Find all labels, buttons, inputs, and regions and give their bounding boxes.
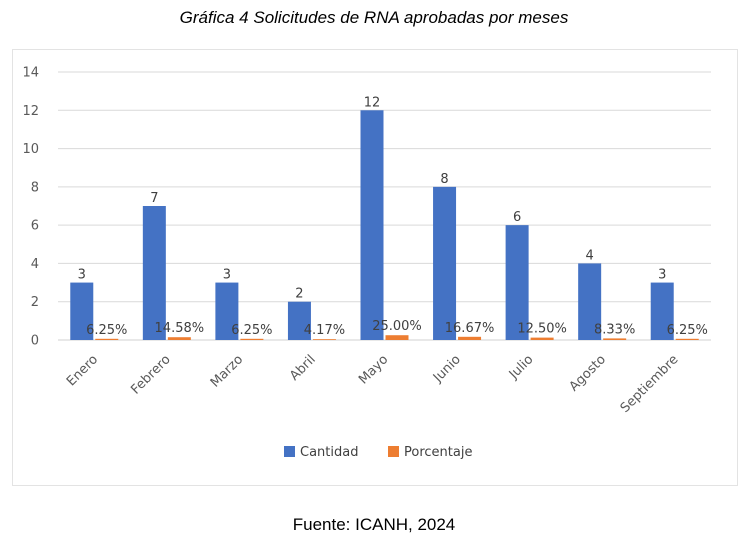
bar-porcentaje: [530, 337, 554, 340]
data-label-cantidad: 3: [658, 268, 666, 283]
data-label-cantidad: 6: [513, 210, 521, 225]
x-axis-categories: Enero Febrero Marzo Abril Mayo Junio Julio Agos…: [64, 352, 682, 416]
legend-swatch: [284, 446, 295, 457]
y-tick-label: 2: [31, 295, 39, 310]
chart-area: 0 2 4 6 8 10 12 14 3 6.25% 7 14.58% 3 6.25% 2 4.17% 12 2…: [12, 49, 738, 486]
data-label-porcentaje: 25.00%: [372, 319, 422, 334]
data-label-cantidad: 7: [150, 191, 158, 206]
gridlines: [58, 71, 711, 341]
data-label-cantidad: 8: [440, 172, 448, 187]
bar-porcentaje: [675, 338, 699, 340]
data-label-porcentaje: 6.25%: [86, 323, 127, 338]
y-tick-label: 6: [31, 219, 39, 234]
bar-cantidad: [142, 206, 166, 340]
data-label-cantidad: 3: [78, 268, 86, 283]
bar-porcentaje: [95, 338, 119, 340]
x-category-label: Febrero: [128, 352, 173, 397]
data-label-cantidad: 2: [295, 287, 303, 302]
legend-label: Porcentaje: [404, 445, 472, 460]
data-label-porcentaje: 4.17%: [304, 323, 345, 338]
data-label-porcentaje: 8.33%: [594, 322, 635, 337]
bar-porcentaje: [312, 339, 336, 340]
source-note: Fuente: ICANH, 2024: [292, 515, 456, 534]
bar-porcentaje: [458, 336, 482, 340]
data-labels: 3 6.25% 7 14.58% 3 6.25% 2 4.17% 12 25.00% 8 16.67%…: [78, 95, 708, 338]
bar-cantidad: [215, 282, 239, 340]
data-label-porcentaje: 6.25%: [667, 323, 708, 338]
y-tick-label: 12: [22, 104, 39, 119]
x-category-label: Agosto: [567, 352, 609, 394]
bar-cantidad: [70, 282, 94, 340]
x-category-label: Enero: [64, 352, 101, 389]
data-label-porcentaje: 12.50%: [517, 322, 567, 337]
bars: [70, 110, 699, 341]
bar-cantidad: [433, 186, 457, 340]
y-tick-label: 4: [31, 257, 39, 272]
chart-caption: Gráfica 4 Solicitudes de RNA aprobadas p…: [179, 8, 569, 27]
bar-cantidad: [287, 301, 311, 340]
bar-porcentaje: [167, 337, 191, 340]
data-label-porcentaje: 14.58%: [155, 321, 205, 336]
x-category-label: Junio: [430, 352, 464, 386]
legend-label: Cantidad: [300, 445, 358, 460]
x-category-label: Marzo: [208, 352, 246, 390]
legend-swatch: [388, 446, 399, 457]
y-tick-label: 8: [31, 180, 39, 195]
bar-cantidad: [578, 263, 602, 340]
x-category-label: Septiembre: [618, 352, 682, 416]
data-label-cantidad: 12: [364, 95, 381, 110]
legend: Cantidad Porcentaje: [284, 445, 472, 460]
bar-porcentaje: [240, 338, 264, 340]
bar-porcentaje: [603, 338, 627, 340]
y-axis-ticks: 0 2 4 6 8 10 12 14: [22, 66, 39, 349]
x-category-label: Mayo: [356, 352, 391, 387]
bar-chart: 0 2 4 6 8 10 12 14 3 6.25% 7 14.58% 3 6.25% 2 4.17% 12 2…: [22, 66, 711, 460]
data-label-cantidad: 3: [223, 268, 231, 283]
data-label-porcentaje: 16.67%: [445, 321, 495, 336]
y-tick-label: 10: [22, 142, 39, 157]
bar-porcentaje: [385, 335, 409, 340]
data-label-porcentaje: 6.25%: [231, 323, 272, 338]
bar-cantidad: [505, 225, 529, 340]
bar-cantidad: [360, 110, 384, 341]
y-tick-label: 14: [22, 66, 39, 81]
data-label-cantidad: 4: [586, 248, 594, 263]
x-category-label: Abril: [287, 352, 319, 384]
x-category-label: Julio: [506, 352, 537, 383]
y-tick-label: 0: [31, 334, 39, 349]
bar-cantidad: [650, 282, 674, 340]
